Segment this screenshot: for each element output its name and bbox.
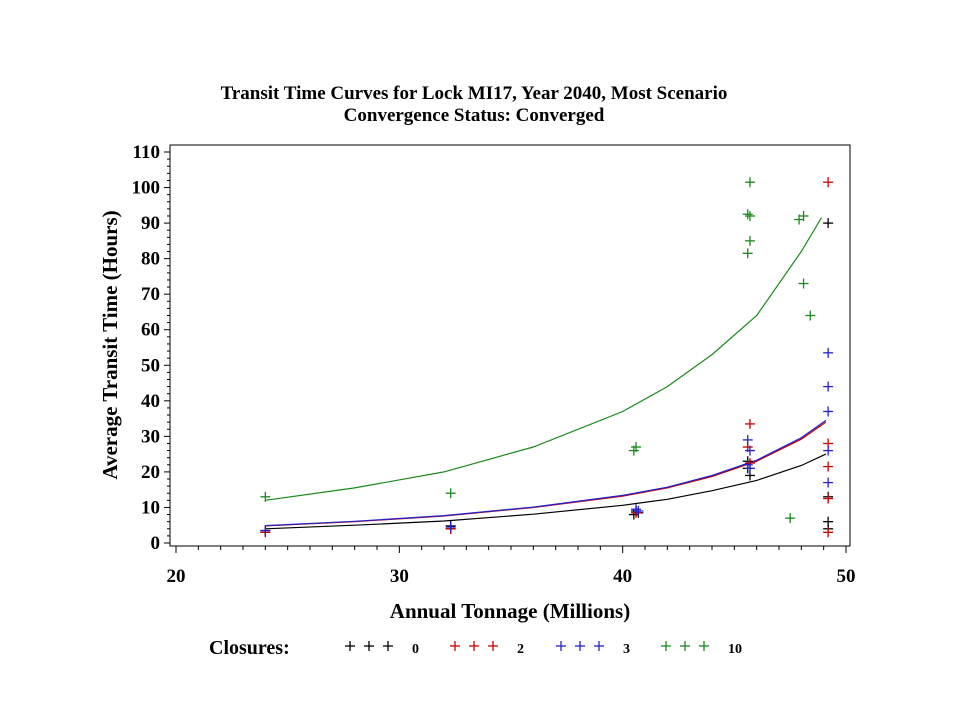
curve-closures-10 xyxy=(265,217,822,501)
legend-marker-closures-3 xyxy=(575,641,585,651)
legend-label-closures-0: 0 xyxy=(412,642,419,657)
point-closures-10 xyxy=(744,210,755,221)
point-closures-10 xyxy=(445,488,456,499)
point-closures-10 xyxy=(742,248,753,259)
legend-marker-closures-2 xyxy=(469,641,479,651)
y-tick-label: 100 xyxy=(132,178,161,199)
point-closures-3 xyxy=(823,406,834,417)
y-tick-label: 50 xyxy=(141,355,160,376)
legend-marker-closures-2 xyxy=(488,641,498,651)
point-closures-2 xyxy=(823,527,834,538)
point-closures-10 xyxy=(260,491,271,502)
point-closures-10 xyxy=(798,278,809,289)
legend-label-closures-2: 2 xyxy=(517,642,524,657)
y-tick-label: 10 xyxy=(141,497,160,518)
y-tick-label: 20 xyxy=(141,462,160,483)
point-closures-3 xyxy=(445,522,456,533)
legend-marker-closures-3 xyxy=(594,641,604,651)
y-tick-label: 80 xyxy=(141,249,160,270)
x-tick-label: 40 xyxy=(613,566,632,587)
y-axis-title: Average Transit Time (Hours) xyxy=(98,210,122,479)
legend-label-closures-3: 3 xyxy=(623,642,630,657)
plot-area-frame xyxy=(169,144,851,547)
point-closures-10 xyxy=(798,210,809,221)
y-tick-label: 110 xyxy=(133,142,160,163)
point-closures-10 xyxy=(742,209,753,220)
point-closures-2 xyxy=(744,418,755,429)
legend-marker-closures-2 xyxy=(450,641,460,651)
legend-marker-closures-10 xyxy=(680,641,690,651)
point-closures-3 xyxy=(744,445,755,456)
legend-marker-closures-10 xyxy=(661,641,671,651)
point-closures-3 xyxy=(823,347,834,358)
legend-label-closures-10: 10 xyxy=(728,642,742,657)
point-closures-0 xyxy=(823,218,834,229)
legend-marker-closures-0 xyxy=(383,641,393,651)
chart-subtitle: Convergence Status: Converged xyxy=(344,105,605,126)
legend-marker-closures-3 xyxy=(556,641,566,651)
point-closures-3 xyxy=(823,477,834,488)
legend-marker-closures-0 xyxy=(345,641,355,651)
point-closures-10 xyxy=(744,177,755,188)
point-closures-10 xyxy=(744,235,755,246)
point-closures-2 xyxy=(823,177,834,188)
point-closures-3 xyxy=(633,506,644,517)
legend-marker-closures-0 xyxy=(364,641,374,651)
point-closures-10 xyxy=(785,513,796,524)
point-closures-3 xyxy=(631,504,642,515)
y-tick-label: 60 xyxy=(141,320,160,341)
y-tick-label: 90 xyxy=(141,213,160,234)
x-tick-label: 30 xyxy=(390,566,409,587)
point-closures-3 xyxy=(823,381,834,392)
curve-closures-0 xyxy=(265,453,827,530)
y-tick-label: 30 xyxy=(141,426,160,447)
y-tick-label: 0 xyxy=(151,533,161,554)
point-closures-3 xyxy=(823,445,834,456)
legend: Closures: 0 2 3 10 xyxy=(209,637,742,659)
curve-closures-2 xyxy=(265,421,827,527)
y-tick-label: 40 xyxy=(141,391,160,412)
y-axis: 0 10 20 30 40 50 60 70 80 90 100 110 xyxy=(132,142,171,554)
legend-marker-closures-10 xyxy=(699,641,709,651)
point-closures-3 xyxy=(744,463,755,474)
x-tick-label: 20 xyxy=(167,566,186,587)
point-closures-10 xyxy=(628,445,639,456)
data-points xyxy=(260,177,834,538)
point-closures-2 xyxy=(823,493,834,504)
fitted-curves xyxy=(265,217,827,530)
point-closures-10 xyxy=(805,310,816,321)
y-tick-label: 70 xyxy=(141,284,160,305)
point-closures-3 xyxy=(742,434,753,445)
legend-title: Closures: xyxy=(209,637,290,659)
curve-closures-3 xyxy=(265,419,827,527)
x-axis-title: Annual Tonnage (Millions) xyxy=(390,599,630,623)
x-tick-label: 50 xyxy=(837,566,856,587)
point-closures-3 xyxy=(260,525,271,536)
x-axis: 20 30 40 50 xyxy=(167,545,856,587)
chart-title: Transit Time Curves for Lock MI17, Year … xyxy=(221,83,728,104)
point-closures-2 xyxy=(823,461,834,472)
